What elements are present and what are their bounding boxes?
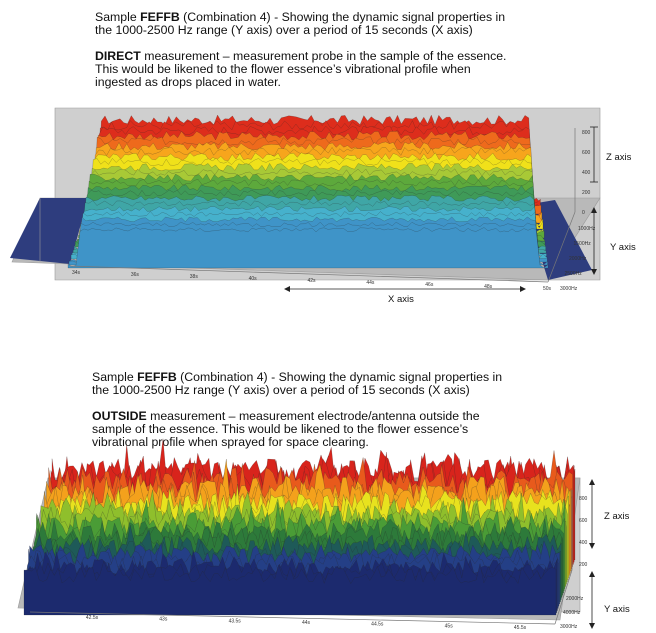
- x-tick-label: 36s: [131, 272, 140, 278]
- z-tick-label: 600: [579, 518, 588, 524]
- baseline-left: [10, 198, 88, 264]
- caption-line-3: DIRECT measurement – measurement probe i…: [95, 50, 506, 63]
- x-tick-label: 42s: [307, 278, 316, 284]
- x-tick-label: 50s: [543, 286, 552, 292]
- caption-line-4: sample of the essence. This would be lik…: [92, 422, 469, 436]
- caption-outside: Sample FEFFB (Combination 4) - Showing t…: [92, 371, 502, 449]
- z-arrow-top: [589, 479, 595, 485]
- direct-surface-chart: 34s 36s 38s 40s 42s 44s 46s 48s 50s 0 200 400 600 800…: [10, 107, 636, 305]
- caption-line-1: Sample FEFFB (Combination 4) - Showing t…: [92, 371, 502, 384]
- x-tick-label: 38s: [190, 274, 199, 280]
- y-arrow-bottom: [591, 269, 597, 275]
- z-tick-label: 200: [582, 190, 591, 196]
- y-axis-label: Y axis: [604, 604, 630, 615]
- z-tick-label: 400: [579, 540, 588, 546]
- x-tick-label: 44s: [366, 280, 375, 286]
- z-tick-label: 600: [582, 150, 591, 156]
- y-arrow-bottom: [589, 623, 595, 629]
- y-axis-line: [554, 569, 573, 625]
- y-axis-line: [547, 211, 576, 283]
- y-tick-label: 1000Hz: [578, 226, 596, 232]
- y-tick-label: 3000Hz: [560, 624, 578, 630]
- y-tick-label: 2000Hz: [569, 256, 587, 262]
- caption-line-5: ingested as drops placed in water.: [95, 75, 281, 89]
- x-axis-label: X axis: [388, 294, 414, 305]
- y-tick-label: 4000Hz: [563, 610, 581, 616]
- x-axis-line: [29, 611, 556, 625]
- y-arrow-top: [589, 571, 595, 577]
- x-tick-label: 34s: [72, 270, 81, 276]
- sample-name: FEFFB: [137, 370, 177, 384]
- z-tick-label: 400: [582, 170, 591, 176]
- y-tick-label: 2500Hz: [565, 271, 583, 277]
- measurement-mode: OUTSIDE: [92, 409, 147, 423]
- x-tick-label: 45.5s: [514, 625, 527, 631]
- caption-prefix: Sample: [92, 370, 138, 384]
- z-tick-label: 200: [579, 562, 588, 568]
- z-tick-label: 800: [582, 130, 591, 136]
- caption-line-2: the 1000-2500 Hz range (Y axis) over a p…: [92, 383, 470, 397]
- caption-direct: Sample FEFFB (Combination 4) - Showing t…: [95, 11, 506, 89]
- tick-labels: 42.5s 43s 43.5s 44s 44.5s 45s 45.5s 200 400 600 80…: [86, 496, 588, 631]
- caption-line-4: This would be likened to the flower esse…: [95, 62, 471, 76]
- x-tick-label: 43s: [159, 617, 168, 623]
- surface-bands: [23, 438, 576, 616]
- x-tick-label: 45s: [445, 623, 454, 629]
- caption-line-3: OUTSIDE measurement – measurement electr…: [92, 410, 502, 423]
- x-tick-label: 44.5s: [371, 622, 384, 628]
- z-arrow-bottom: [589, 543, 595, 549]
- caption-rest: (Combination 4) - Showing the dynamic si…: [179, 10, 506, 24]
- x-tick-label: 40s: [249, 276, 258, 282]
- y-arrow-top: [591, 207, 597, 213]
- y-tick-label: 2000Hz: [566, 596, 584, 602]
- mode-description: measurement – measurement electrode/ante…: [146, 409, 480, 423]
- surface-row: [67, 227, 549, 269]
- surface-row: [23, 560, 557, 616]
- mode-description: measurement – measurement probe in the s…: [140, 49, 507, 63]
- x-arrow-right: [520, 286, 526, 292]
- z-axis-label: Z axis: [606, 152, 632, 163]
- caption-line-5: vibrational profile when sprayed for spa…: [92, 435, 369, 449]
- x-tick-label: 44s: [302, 620, 311, 626]
- y-axis-label: Y axis: [610, 242, 636, 253]
- caption-prefix: Sample: [95, 10, 141, 24]
- x-tick-label: 46s: [425, 282, 434, 288]
- y-tick-label: 3000Hz: [560, 286, 578, 292]
- x-tick-label: 48s: [484, 284, 493, 290]
- x-arrow-left: [284, 286, 290, 292]
- caption-line-1: Sample FEFFB (Combination 4) - Showing t…: [95, 11, 506, 24]
- surface-bands: [67, 114, 549, 269]
- caption-line-2: the 1000-2500 Hz range (Y axis) over a p…: [95, 23, 473, 37]
- direct-surface-plot: 34s 36s 38s 40s 42s 44s 46s 48s 50s 0 200 400 600 800…: [10, 107, 636, 305]
- z-tick-label: 800: [579, 496, 588, 502]
- tick-labels: 34s 36s 38s 40s 42s 44s 46s 48s 50s 0 200 400 600 800…: [72, 130, 596, 292]
- measurement-mode: DIRECT: [95, 49, 141, 63]
- x-tick-label: 43.5s: [229, 618, 242, 624]
- z-tick-label: 0: [582, 210, 585, 216]
- y-tick-label: 1500Hz: [574, 241, 592, 247]
- x-tick-label: 42.5s: [86, 615, 99, 621]
- caption-rest: (Combination 4) - Showing the dynamic si…: [176, 370, 503, 384]
- z-axis-label: Z axis: [604, 511, 630, 522]
- x-axis-line: [69, 265, 549, 283]
- sample-name: FEFFB: [140, 10, 180, 24]
